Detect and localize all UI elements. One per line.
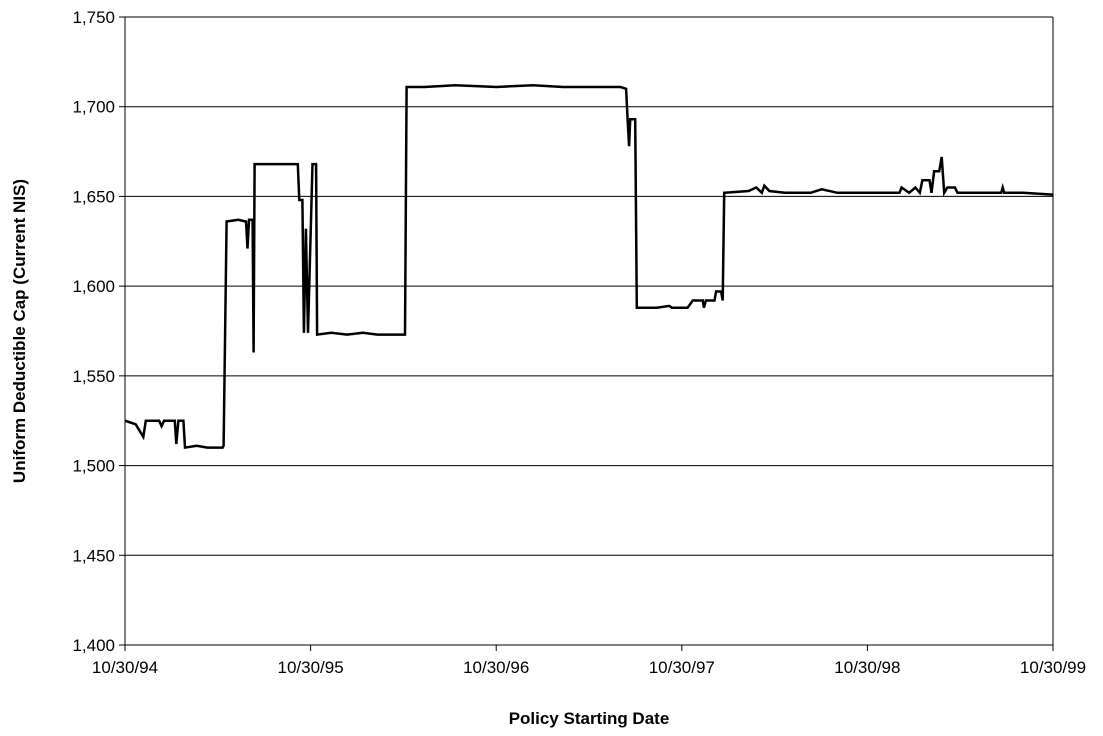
- x-tick-label: 10/30/98: [834, 658, 900, 677]
- x-tick-label: 10/30/97: [649, 658, 715, 677]
- gridlines: [125, 16, 1053, 556]
- y-tick-label: 1,700: [72, 98, 115, 117]
- x-axis-title: Policy Starting Date: [509, 709, 670, 728]
- y-tick-label: 1,450: [72, 546, 115, 565]
- y-tick-label: 1,550: [72, 367, 115, 386]
- x-tick-label: 10/30/99: [1020, 658, 1086, 677]
- series-layer: [124, 83, 1054, 450]
- axes: [119, 16, 1054, 651]
- y-tick-label: 1,750: [72, 8, 115, 27]
- y-tick-label: 1,600: [72, 277, 115, 296]
- y-tick-label: 1,400: [72, 636, 115, 655]
- y-axis-title: Uniform Deductible Cap (Current NIS): [10, 179, 29, 483]
- series-line: [124, 83, 1054, 450]
- x-tick-label: 10/30/94: [92, 658, 158, 677]
- x-tick-label: 10/30/96: [463, 658, 529, 677]
- tick-labels: 1,400 1,450 1,500 1,550 1,600 1,650 1,700 1,750…: [72, 8, 1086, 677]
- x-tick-label: 10/30/95: [278, 658, 344, 677]
- y-tick-label: 1,500: [72, 457, 115, 476]
- y-tick-label: 1,650: [72, 187, 115, 206]
